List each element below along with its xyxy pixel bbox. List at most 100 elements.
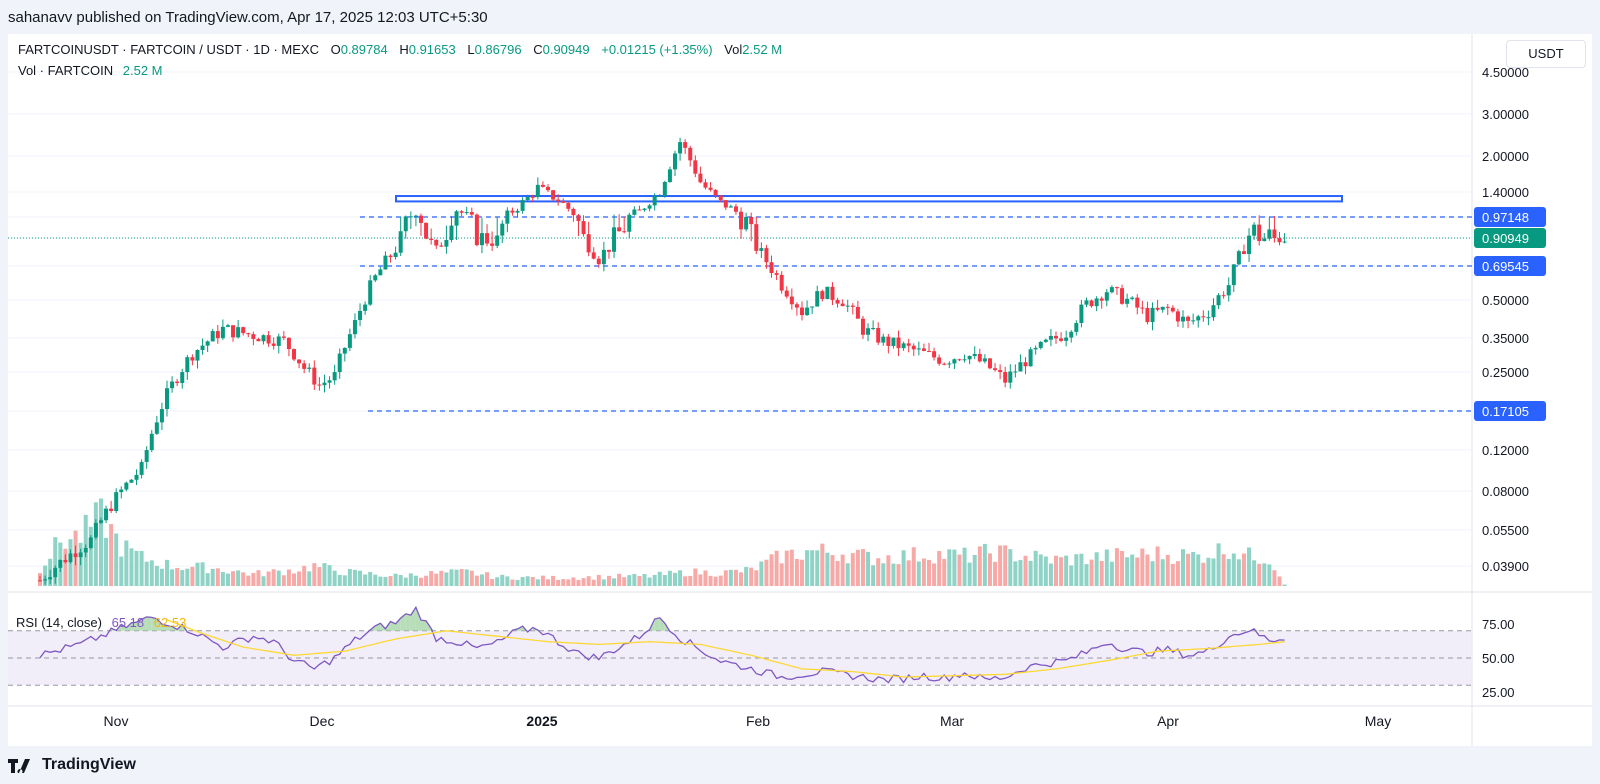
candle-body	[794, 304, 799, 308]
volume-bar	[1104, 549, 1109, 586]
price-tick-label: 0.08000	[1482, 484, 1529, 499]
volume-bar	[911, 547, 916, 586]
candle-body	[815, 291, 820, 307]
rsi-ma-line	[166, 619, 1285, 678]
volume-bar	[261, 576, 266, 586]
volume-bar	[1257, 563, 1262, 586]
candle-body	[129, 479, 134, 483]
candle-body	[896, 337, 901, 349]
volume-bar	[754, 570, 759, 586]
candle-body	[1023, 362, 1028, 367]
volume-bar	[170, 569, 175, 586]
candle-body	[1135, 297, 1140, 308]
candle-body	[1084, 300, 1089, 305]
volume-bar	[236, 570, 241, 586]
candle-body	[987, 358, 992, 369]
volume-bar	[805, 550, 810, 586]
volume-bar	[647, 577, 652, 586]
candle-body	[1003, 372, 1008, 383]
volume-bar	[784, 550, 789, 586]
candle-body	[1114, 287, 1119, 289]
volume-bar	[159, 568, 164, 586]
volume-bar	[210, 568, 215, 586]
volume-bar	[515, 579, 520, 586]
candle-body	[1191, 320, 1196, 322]
rsi-tick-label: 50.00	[1482, 651, 1515, 666]
volume-bar	[916, 561, 921, 586]
candle-body	[881, 336, 886, 343]
volume-bar	[1074, 554, 1079, 586]
candle-body	[698, 173, 703, 183]
candle-body	[454, 211, 459, 226]
volume-bar	[388, 576, 393, 586]
volume-legend-label: Vol · FARTCOIN	[18, 63, 114, 78]
candle-body	[916, 348, 921, 350]
volume-bar	[591, 579, 596, 586]
volume-bar	[439, 570, 444, 586]
time-tick-label: Feb	[746, 713, 770, 729]
volume-bar	[993, 561, 998, 586]
candle-body	[1160, 306, 1165, 310]
vol-label: Vol	[724, 42, 743, 57]
volume-bar	[479, 574, 484, 586]
volume-bar	[662, 575, 667, 586]
candle-body	[383, 255, 388, 270]
rsi-overbought-fill	[654, 617, 660, 631]
candle-body	[154, 422, 159, 434]
level-label-bg	[1474, 256, 1546, 276]
candle-body	[200, 345, 205, 351]
candle-body	[469, 212, 474, 215]
candle-body	[1099, 298, 1104, 301]
candle-body	[820, 291, 825, 300]
candle-body	[1028, 349, 1033, 367]
volume-bar	[860, 549, 865, 586]
volume-bar	[1130, 554, 1135, 586]
candle-body	[1140, 307, 1145, 309]
candle-body	[647, 205, 652, 209]
candle-body	[337, 353, 342, 373]
candle-body	[434, 240, 439, 246]
volume-bar	[642, 574, 647, 586]
volume-bar	[901, 550, 906, 586]
rsi-overbought-fill	[121, 624, 127, 631]
volume-bar	[937, 550, 942, 586]
candle-body	[424, 222, 429, 239]
volume-bar	[1084, 564, 1089, 586]
volume-bar	[419, 577, 423, 586]
volume-bar	[495, 577, 500, 586]
volume-bar	[358, 570, 363, 586]
volume-bar	[952, 549, 957, 586]
candle-body	[566, 202, 571, 209]
volume-bar	[540, 575, 545, 586]
candle-body	[1175, 311, 1180, 322]
rsi-tick-label: 75.00	[1482, 617, 1515, 632]
candle-body	[1054, 335, 1058, 339]
price-tick-label: 0.03900	[1482, 559, 1529, 574]
volume-bar	[769, 554, 774, 586]
volume-bar	[1175, 561, 1180, 586]
candle-body	[667, 169, 672, 182]
tradingview-logo[interactable]: TradingView	[8, 756, 136, 774]
chart-area[interactable]	[8, 34, 1592, 746]
volume-bar	[1140, 548, 1145, 586]
volume-bar	[1023, 555, 1028, 586]
volume-bar	[1282, 584, 1287, 586]
candle-body	[779, 274, 784, 291]
currency-button[interactable]: USDT	[1506, 40, 1586, 68]
volume-bar	[957, 554, 962, 586]
volume-bar	[932, 563, 937, 586]
volume-bar	[855, 549, 860, 586]
volume-bar	[459, 569, 464, 586]
volume-bar	[1099, 560, 1104, 586]
candle-body	[1241, 251, 1246, 254]
tradingview-logo-icon	[8, 759, 30, 773]
volume-bar	[794, 558, 799, 586]
candle-body	[1262, 238, 1267, 242]
volume-bar	[1236, 559, 1241, 586]
candle-body	[703, 182, 708, 188]
volume-bar	[332, 570, 337, 586]
candle-body	[1211, 305, 1216, 318]
volume-bar	[398, 574, 403, 586]
volume-bar	[886, 555, 891, 586]
